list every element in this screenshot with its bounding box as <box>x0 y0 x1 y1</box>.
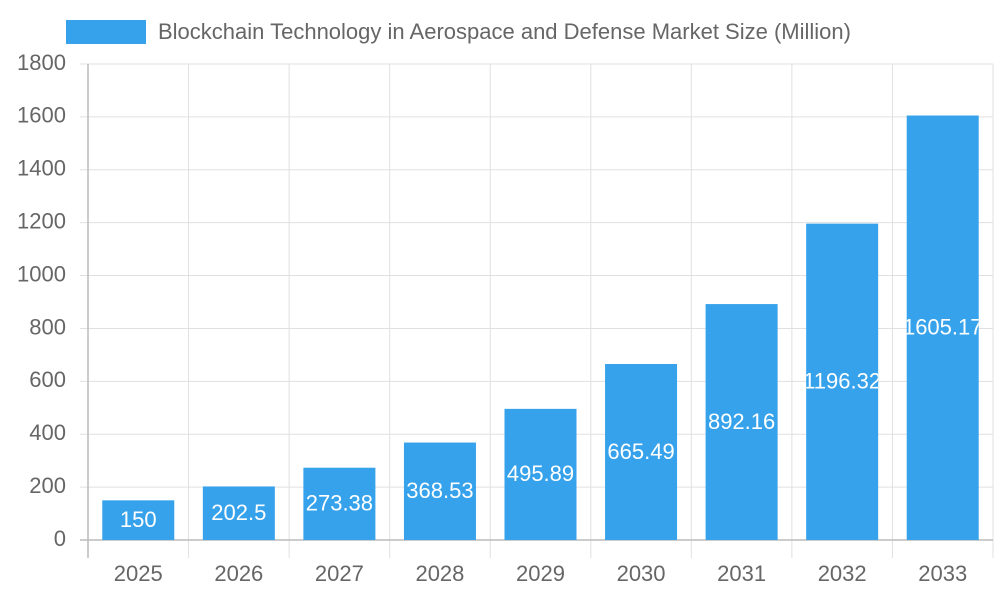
y-tick-label: 1600 <box>17 103 66 128</box>
bar <box>403 442 476 540</box>
data-label: 665.49 <box>607 439 674 464</box>
x-tick-label: 2033 <box>918 561 967 586</box>
x-tick-label: 2028 <box>415 561 464 586</box>
legend-swatch <box>66 20 146 44</box>
data-label: 150 <box>120 507 157 532</box>
data-label: 495.89 <box>507 461 574 486</box>
bar <box>705 304 778 540</box>
x-tick-label: 2032 <box>818 561 867 586</box>
x-tick-label: 2029 <box>516 561 565 586</box>
y-tick-label: 0 <box>54 526 66 551</box>
y-tick-label: 600 <box>29 367 66 392</box>
bar <box>806 223 879 540</box>
data-label: 892.16 <box>708 409 775 434</box>
x-tick-label: 2026 <box>214 561 263 586</box>
bar <box>504 408 577 540</box>
data-label: 1605.17 <box>903 315 983 340</box>
x-tick-label: 2030 <box>617 561 666 586</box>
data-label: 202.5 <box>211 500 266 525</box>
y-tick-label: 400 <box>29 420 66 445</box>
bar <box>605 364 678 540</box>
data-label: 273.38 <box>306 491 373 516</box>
data-label: 1196.32 <box>803 369 881 394</box>
bar <box>202 486 275 540</box>
x-tick-label: 2025 <box>114 561 163 586</box>
y-tick-label: 1800 <box>17 50 66 75</box>
y-tick-label: 200 <box>29 473 66 498</box>
x-tick-label: 2027 <box>315 561 364 586</box>
y-tick-label: 1400 <box>17 156 66 181</box>
bar <box>102 500 175 540</box>
data-label: 368.53 <box>406 478 473 503</box>
y-tick-label: 1000 <box>17 261 66 286</box>
y-tick-label: 800 <box>29 314 66 339</box>
x-tick-label: 2031 <box>717 561 766 586</box>
legend-label: Blockchain Technology in Aerospace and D… <box>158 19 851 44</box>
y-tick-label: 1200 <box>17 208 66 233</box>
bar <box>303 467 376 540</box>
bar <box>906 115 979 540</box>
